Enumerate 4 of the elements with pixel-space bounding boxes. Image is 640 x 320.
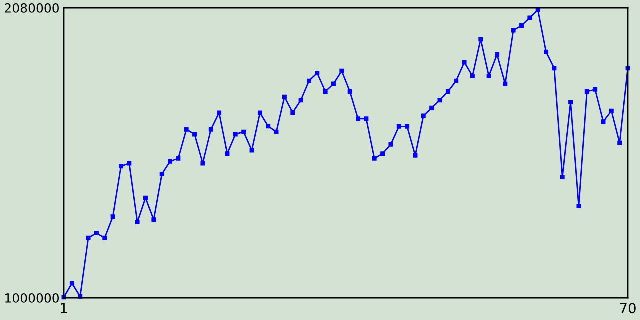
y-tick-label: 2080000 xyxy=(5,3,59,13)
x-tick-label: 1 xyxy=(61,303,68,314)
y-tick-label: 1000000 xyxy=(6,293,59,303)
x-tick-label: 70 xyxy=(620,303,636,314)
